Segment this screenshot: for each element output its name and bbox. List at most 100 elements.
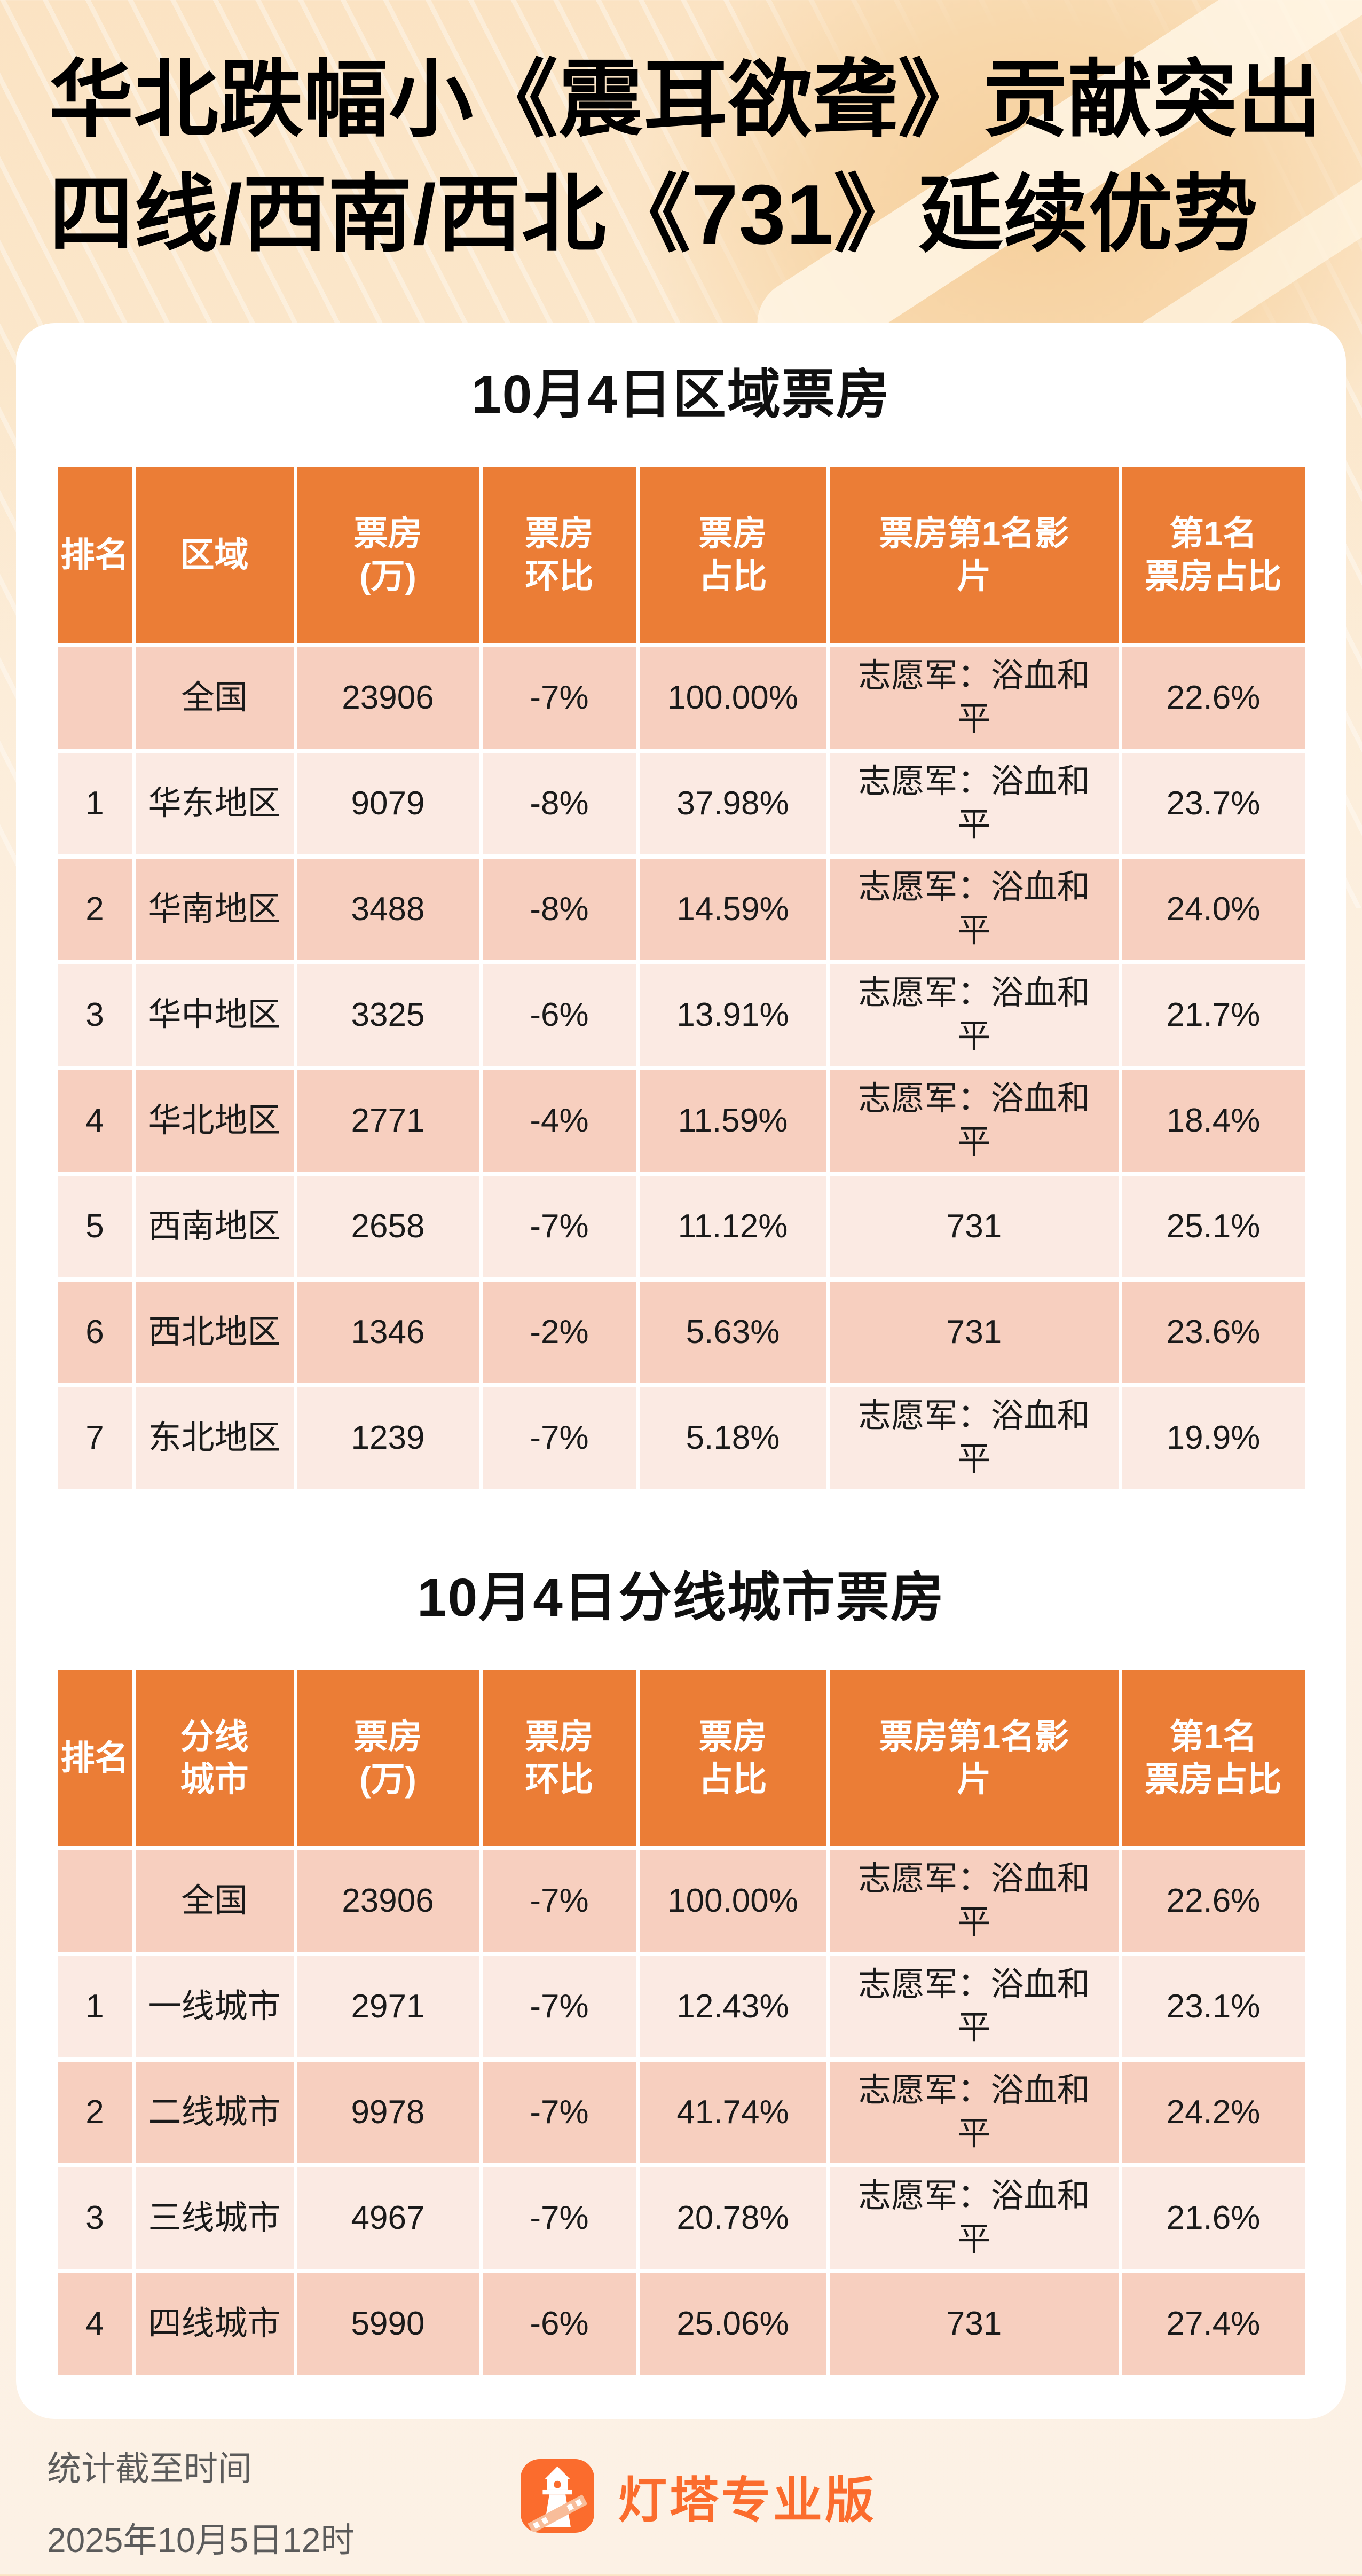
table-row: 7 东北地区 1239 -7% 5.18% 志愿军：浴血和 平 19.9% xyxy=(57,1387,1305,1489)
rank-cell: 7 xyxy=(57,1387,132,1489)
share-cell: 20.78% xyxy=(639,2167,826,2269)
top-film-cell: 志愿军：浴血和 平 xyxy=(829,647,1119,749)
stats-cutoff: 统计截至时间 2025年10月5日12时 xyxy=(47,2433,355,2576)
share-cell: 25.06% xyxy=(639,2273,826,2375)
column-header: 票房 环比 xyxy=(482,467,636,643)
top-film-share-cell: 22.6% xyxy=(1122,647,1305,749)
column-header: 票房 环比 xyxy=(482,1670,636,1846)
region-name-cell: 华北地区 xyxy=(135,1070,294,1172)
rank-cell: 5 xyxy=(57,1176,132,1277)
region-name-cell: 华东地区 xyxy=(135,753,294,854)
top-film-cell: 志愿军：浴血和 平 xyxy=(829,1850,1119,1952)
lighthouse-logo-icon xyxy=(521,2459,594,2533)
wow-change-cell: -7% xyxy=(482,1176,636,1277)
rank-cell: 6 xyxy=(57,1282,132,1383)
stats-cutoff-label: 统计截至时间 xyxy=(47,2449,252,2488)
city-tier-box-office-section: 10月4日分线城市票房 排名 分线 城市 票房 (万) 票房 环比 票房 占比 票房第1名… xyxy=(16,1554,1346,2379)
box-office-cell: 5990 xyxy=(296,2273,479,2375)
region-name-cell: 全国 xyxy=(135,647,294,749)
box-office-cell: 3325 xyxy=(296,964,479,1066)
column-header: 分线 城市 xyxy=(135,1670,294,1846)
box-office-cell: 1239 xyxy=(296,1387,479,1489)
region-name-cell: 东北地区 xyxy=(135,1387,294,1489)
column-header: 票房 占比 xyxy=(639,1670,826,1846)
top-film-cell: 志愿军：浴血和 平 xyxy=(829,964,1119,1066)
stats-cutoff-datetime: 2025年10月5日12时 xyxy=(47,2521,355,2559)
table-row: 5 西南地区 2658 -7% 11.12% 731 25.1% xyxy=(57,1176,1305,1277)
region-name-cell: 二线城市 xyxy=(135,2062,294,2163)
column-header: 排名 xyxy=(57,1670,132,1846)
region-name-cell: 华中地区 xyxy=(135,964,294,1066)
top-film-share-cell: 23.7% xyxy=(1122,753,1305,854)
wow-change-cell: -7% xyxy=(482,1850,636,1952)
box-office-cell: 9079 xyxy=(296,753,479,854)
wow-change-cell: -7% xyxy=(482,1956,636,2057)
column-header: 票房第1名影 片 xyxy=(829,1670,1119,1846)
column-header: 票房第1名影 片 xyxy=(829,467,1119,643)
column-header: 票房 (万) xyxy=(296,467,479,643)
top-film-share-cell: 21.6% xyxy=(1122,2167,1305,2269)
wow-change-cell: -6% xyxy=(482,964,636,1066)
page-title: 华北跌幅小《震耳欲聋》贡献突出 四线/西南/西北《731》延续优势 xyxy=(49,43,1341,272)
table-row: 全国 23906 -7% 100.00% 志愿军：浴血和 平 22.6% xyxy=(57,1850,1305,1952)
share-cell: 11.59% xyxy=(639,1070,826,1172)
page-title-line2: 四线/西南/西北《731》延续优势 xyxy=(49,167,1258,262)
region-name-cell: 全国 xyxy=(135,1850,294,1952)
table-row: 2 华南地区 3488 -8% 14.59% 志愿军：浴血和 平 24.0% xyxy=(57,859,1305,960)
rank-cell: 2 xyxy=(57,2062,132,2163)
column-header: 区域 xyxy=(135,467,294,643)
table-row: 1 华东地区 9079 -8% 37.98% 志愿军：浴血和 平 23.7% xyxy=(57,753,1305,854)
table-row: 3 三线城市 4967 -7% 20.78% 志愿军：浴血和 平 21.6% xyxy=(57,2167,1305,2269)
city-tier-box-office-table: 排名 分线 城市 票房 (万) 票房 环比 票房 占比 票房第1名影 片第1名 票房占比全… xyxy=(54,1666,1308,2379)
wow-change-cell: -8% xyxy=(482,753,636,854)
top-film-share-cell: 19.9% xyxy=(1122,1387,1305,1489)
rank-cell: 4 xyxy=(57,1070,132,1172)
share-cell: 5.18% xyxy=(639,1387,826,1489)
top-film-cell: 志愿军：浴血和 平 xyxy=(829,2062,1119,2163)
share-cell: 5.63% xyxy=(639,1282,826,1383)
column-header: 第1名 票房占比 xyxy=(1122,467,1305,643)
table-row: 6 西北地区 1346 -2% 5.63% 731 23.6% xyxy=(57,1282,1305,1383)
top-film-cell: 731 xyxy=(829,1176,1119,1277)
wow-change-cell: -4% xyxy=(482,1070,636,1172)
top-film-share-cell: 21.7% xyxy=(1122,964,1305,1066)
box-office-cell: 23906 xyxy=(296,1850,479,1952)
regional-box-office-table: 排名 区域 票房 (万) 票房 环比 票房 占比 票房第1名影 片第1名 票房占比 全国 23… xyxy=(54,462,1308,1493)
table-row: 3 华中地区 3325 -6% 13.91% 志愿军：浴血和 平 21.7% xyxy=(57,964,1305,1066)
column-header: 票房 (万) xyxy=(296,1670,479,1846)
regional-box-office-section: 10月4日区域票房 排名 区域 票房 (万) 票房 环比 票房 占比 票房第1名影 片第1… xyxy=(16,351,1346,1493)
table-row: 2 二线城市 9978 -7% 41.74% 志愿军：浴血和 平 24.2% xyxy=(57,2062,1305,2163)
region-name-cell: 华南地区 xyxy=(135,859,294,960)
wow-change-cell: -7% xyxy=(482,2167,636,2269)
top-film-cell: 志愿军：浴血和 平 xyxy=(829,1956,1119,2057)
header-row: 排名 区域 票房 (万) 票房 环比 票房 占比 票房第1名影 片第1名 票房占比 xyxy=(57,467,1305,643)
box-office-cell: 1346 xyxy=(296,1282,479,1383)
share-cell: 41.74% xyxy=(639,2062,826,2163)
column-header: 排名 xyxy=(57,467,132,643)
share-cell: 13.91% xyxy=(639,964,826,1066)
rank-cell: 2 xyxy=(57,859,132,960)
section-title-city-tier: 10月4日分线城市票房 xyxy=(417,1568,945,1628)
box-office-cell: 4967 xyxy=(296,2167,479,2269)
rank-cell: 3 xyxy=(57,964,132,1066)
column-header: 票房 占比 xyxy=(639,467,826,643)
top-film-cell: 志愿军：浴血和 平 xyxy=(829,2167,1119,2269)
share-cell: 37.98% xyxy=(639,753,826,854)
top-film-share-cell: 22.6% xyxy=(1122,1850,1305,1952)
column-header: 第1名 票房占比 xyxy=(1122,1670,1305,1846)
box-office-cell: 2771 xyxy=(296,1070,479,1172)
top-film-share-cell: 23.1% xyxy=(1122,1956,1305,2057)
share-cell: 100.00% xyxy=(639,1850,826,1952)
top-film-cell: 731 xyxy=(829,1282,1119,1383)
wow-change-cell: -2% xyxy=(482,1282,636,1383)
table-row: 4 华北地区 2771 -4% 11.59% 志愿军：浴血和 平 18.4% xyxy=(57,1070,1305,1172)
brand-name: 灯塔专业版 xyxy=(618,2473,877,2528)
top-film-share-cell: 23.6% xyxy=(1122,1282,1305,1383)
wow-change-cell: -7% xyxy=(482,647,636,749)
region-name-cell: 西南地区 xyxy=(135,1176,294,1277)
box-office-cell: 2971 xyxy=(296,1956,479,2057)
table-row: 全国 23906 -7% 100.00% 志愿军：浴血和 平 22.6% xyxy=(57,647,1305,749)
brand-logo: 灯塔专业版 xyxy=(521,2459,877,2533)
box-office-cell: 2658 xyxy=(296,1176,479,1277)
wow-change-cell: -7% xyxy=(482,1387,636,1489)
